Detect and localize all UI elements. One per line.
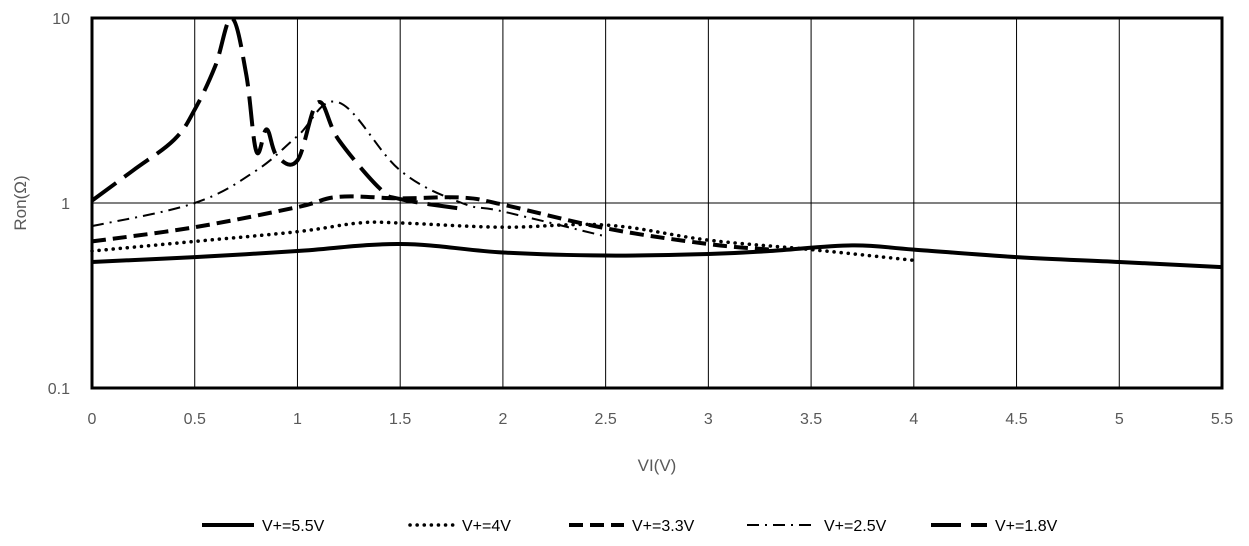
y-tick-label: 10: [52, 11, 70, 28]
x-axis-title: VI(V): [638, 456, 677, 475]
x-tick-label: 5.5: [1211, 411, 1233, 428]
x-tick-label: 0: [88, 411, 97, 428]
y-tick-labels: 0.1 1 10: [48, 11, 70, 398]
series-line-3: [91, 194, 771, 252]
gridlines: [91, 17, 1223, 389]
y-axis-title: Ron(Ω): [11, 175, 30, 230]
x-tick-label: 1: [293, 411, 302, 428]
x-tick-label: 3: [704, 411, 713, 428]
legend-label-3: V+=3.3V: [632, 518, 695, 535]
y-tick-label: 0.1: [48, 381, 70, 398]
legend-label-1: V+=5.5V: [262, 518, 325, 535]
series-line-1: [91, 242, 1223, 270]
x-tick-label: 2: [498, 411, 507, 428]
y-tick-label: 1: [61, 196, 70, 213]
x-tick-label: 5: [1115, 411, 1124, 428]
series-layer: [90, 15, 1223, 270]
legend-label-2: V+=4V: [462, 518, 511, 535]
x-tick-label: 4.5: [1005, 411, 1027, 428]
legend-label-5: V+=1.8V: [995, 518, 1058, 535]
series-line-4: [91, 100, 606, 238]
x-tick-label: 3.5: [800, 411, 822, 428]
legend: V+=5.5V V+=4V V+=3.3V V+=2.5V V+=1.8V: [202, 518, 1058, 535]
x-tick-label: 1.5: [389, 411, 411, 428]
x-tick-label: 0.5: [184, 411, 206, 428]
series-line-2: [90, 220, 916, 263]
series-line-5: [90, 15, 463, 211]
legend-label-4: V+=2.5V: [824, 518, 887, 535]
x-tick-labels: 0 0.5 1 1.5 2 2.5 3 3.5 4 4.5 5 5.5: [88, 411, 1234, 428]
x-tick-label: 2.5: [595, 411, 617, 428]
plot-frame: [90, 16, 1224, 390]
x-tick-label: 4: [909, 411, 918, 428]
